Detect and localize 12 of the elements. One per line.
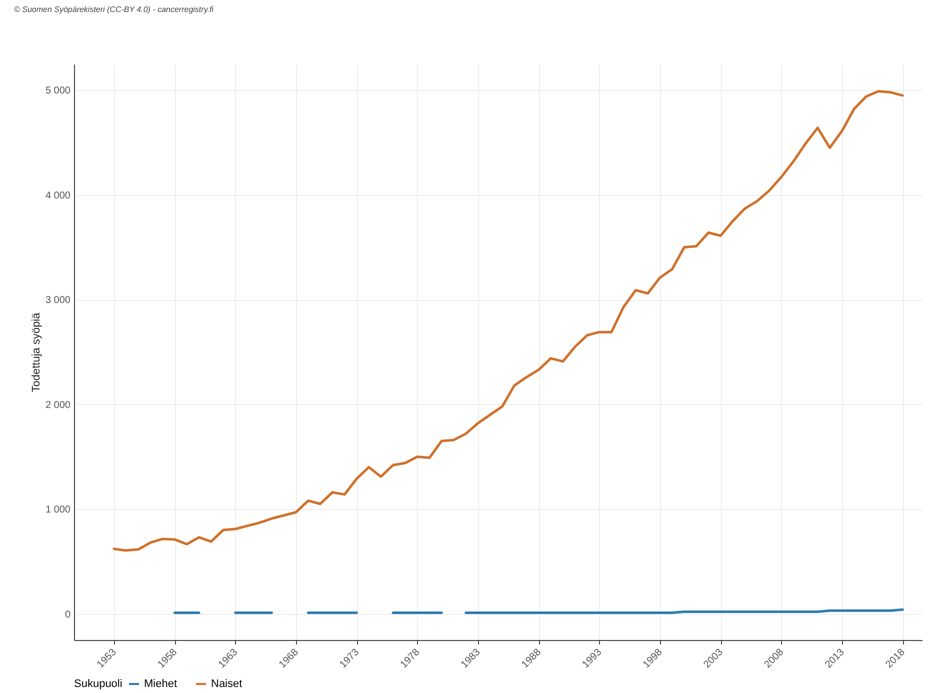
text: © Suomen Syöpärekisteri (CC-BY 4.0) - cancerregistry.fi <box>14 5 214 14</box>
legend-title: Sukupuoli <box>74 678 122 690</box>
legend-label: Miehet <box>144 678 178 690</box>
y-axis-title: Todettuja syöpiä <box>30 312 42 392</box>
y-tick-label: 5 000 <box>45 86 71 97</box>
line-series <box>112 90 904 552</box>
y-tick-label: 4 000 <box>45 190 71 202</box>
y-tick-label: 3 000 <box>45 295 71 306</box>
y-tick-label: 2 000 <box>45 400 71 411</box>
y-tick-label: 1 000 <box>45 504 71 516</box>
y-tick-label: 0 <box>64 609 71 620</box>
legend-label: Naiset <box>211 678 242 690</box>
